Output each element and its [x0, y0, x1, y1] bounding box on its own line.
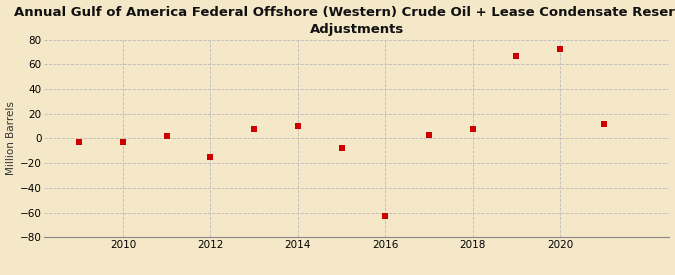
Point [249, 126, 260, 131]
Point [161, 134, 172, 138]
Point [74, 140, 85, 144]
Point [117, 140, 128, 144]
Point [292, 124, 303, 128]
Point [205, 155, 216, 159]
Point [467, 126, 478, 131]
Point [599, 122, 610, 126]
Point [511, 53, 522, 58]
Point [555, 47, 566, 52]
Point [336, 146, 347, 150]
Title: Annual Gulf of America Federal Offshore (Western) Crude Oil + Lease Condensate R: Annual Gulf of America Federal Offshore … [14, 6, 675, 35]
Y-axis label: Million Barrels: Million Barrels [5, 101, 16, 175]
Point [424, 133, 435, 137]
Point [380, 214, 391, 219]
